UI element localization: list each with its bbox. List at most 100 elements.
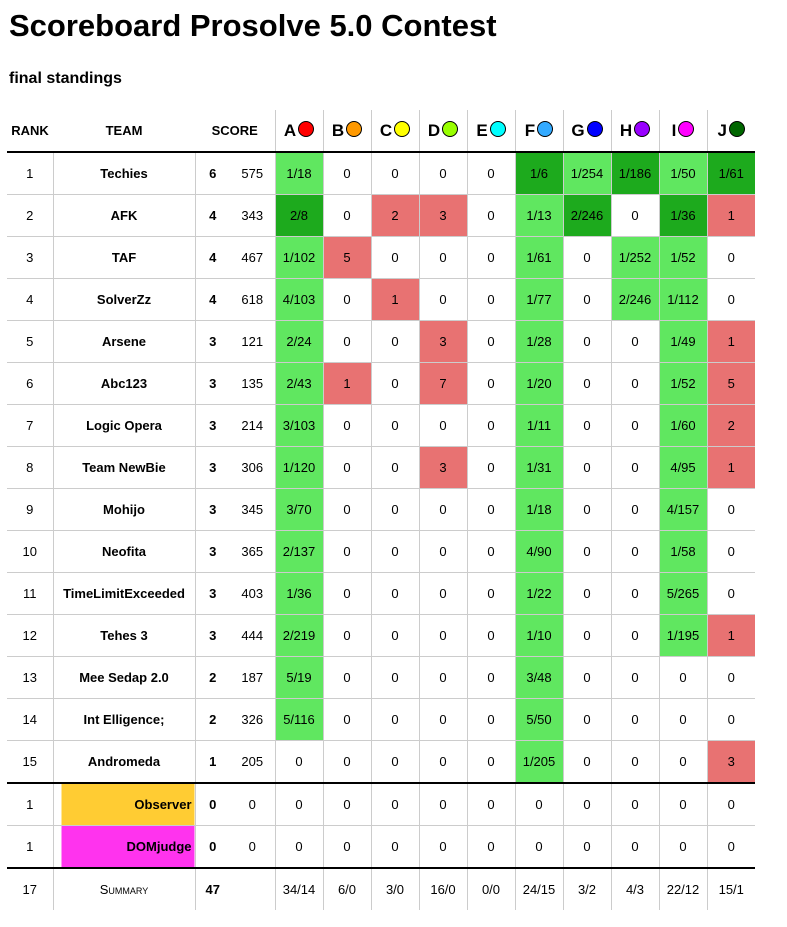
team-name[interactable]: TAF	[52, 236, 195, 279]
problem-cell[interactable]: 0	[514, 783, 563, 826]
problem-cell[interactable]: 0	[610, 404, 659, 447]
problem-cell[interactable]: 1/18	[274, 152, 323, 195]
problem-cell[interactable]: 1/61	[514, 236, 563, 279]
problem-cell[interactable]: 0	[418, 783, 467, 826]
problem-cell[interactable]: 0	[562, 656, 611, 699]
problem-cell[interactable]: 1/60	[658, 404, 707, 447]
team-name[interactable]: Int Elligence;	[52, 698, 195, 741]
table-row[interactable]: 1 Techies 6 575 1/18 0 0 0 0 1/6 1/254 1/186 1/50 1/6…	[7, 152, 755, 195]
problem-header-g[interactable]: G	[562, 110, 611, 153]
table-row[interactable]: 2 AFK 4 343 2/8 0 2 3 0 1/13 2/246 0 1/36 1	[7, 194, 755, 237]
problem-cell[interactable]: 0	[466, 152, 515, 195]
problem-cell[interactable]: 2/219	[274, 614, 323, 657]
problem-cell[interactable]: 0	[370, 488, 419, 531]
problem-header-i[interactable]: I	[658, 110, 707, 153]
problem-cell[interactable]: 0	[706, 488, 755, 531]
problem-cell[interactable]: 2	[370, 194, 419, 237]
problem-cell[interactable]: 1/13	[514, 194, 563, 237]
problem-cell[interactable]: 0	[418, 825, 467, 869]
problem-cell[interactable]: 1/10	[514, 614, 563, 657]
problem-header-e[interactable]: E	[466, 110, 515, 153]
problem-cell[interactable]: 0	[370, 362, 419, 405]
problem-cell[interactable]: 1/52	[658, 362, 707, 405]
problem-cell[interactable]: 0	[370, 572, 419, 615]
problem-cell[interactable]: 1/195	[658, 614, 707, 657]
problem-cell[interactable]: 0	[370, 656, 419, 699]
problem-cell[interactable]: 0	[418, 740, 467, 784]
problem-cell[interactable]: 0	[466, 194, 515, 237]
problem-cell[interactable]: 0	[562, 236, 611, 279]
problem-cell[interactable]: 0	[466, 404, 515, 447]
problem-cell[interactable]: 0	[610, 320, 659, 363]
problem-cell[interactable]: 0	[322, 194, 371, 237]
problem-cell[interactable]: 0	[274, 825, 323, 869]
problem-cell[interactable]: 0	[562, 783, 611, 826]
table-row[interactable]: 4 SolverZz 4 618 4/103 0 1 0 0 1/77 0 2/246 1/112 0	[7, 278, 755, 321]
problem-cell[interactable]: 0	[370, 320, 419, 363]
problem-cell[interactable]: 0	[466, 362, 515, 405]
problem-cell[interactable]: 0	[466, 740, 515, 784]
problem-header-d[interactable]: D	[418, 110, 467, 153]
table-row[interactable]: 10 Neofita 3 365 2/137 0 0 0 0 4/90 0 0 1/58 0	[7, 530, 755, 573]
problem-cell[interactable]: 1	[706, 614, 755, 657]
problem-cell[interactable]: 0	[562, 698, 611, 741]
table-row[interactable]: 9 Mohijo 3 345 3/70 0 0 0 0 1/18 0 0 4/157 0	[7, 488, 755, 531]
problem-cell[interactable]: 0	[418, 656, 467, 699]
problem-cell[interactable]: 0	[370, 404, 419, 447]
problem-cell[interactable]: 1/186	[610, 152, 659, 195]
problem-cell[interactable]: 0	[610, 488, 659, 531]
problem-cell[interactable]: 0	[370, 152, 419, 195]
problem-cell[interactable]: 0	[370, 236, 419, 279]
team-name[interactable]: Neofita	[52, 530, 195, 573]
problem-cell[interactable]: 0	[706, 656, 755, 699]
problem-cell[interactable]: 0	[610, 530, 659, 573]
problem-cell[interactable]: 1/252	[610, 236, 659, 279]
problem-cell[interactable]: 1/50	[658, 152, 707, 195]
team-name[interactable]: Techies	[52, 152, 195, 195]
team-name[interactable]: Tehes 3	[52, 614, 195, 657]
problem-cell[interactable]: 0	[466, 572, 515, 615]
problem-cell[interactable]: 0	[466, 488, 515, 531]
team-name[interactable]: SolverZz	[52, 278, 195, 321]
table-row[interactable]: 1 Observer 0 0 0 0 0 0 0 0 0 0 0 0	[7, 783, 755, 826]
table-row[interactable]: 11 TimeLimitExceeded 3 403 1/36 0 0 0 0 1/22 0 0 5/2…	[7, 572, 755, 615]
problem-header-c[interactable]: C	[370, 110, 419, 153]
table-row[interactable]: 12 Tehes 3 3 444 2/219 0 0 0 0 1/10 0 0 1/195 1	[7, 614, 755, 657]
problem-cell[interactable]: 3	[706, 740, 755, 784]
problem-cell[interactable]: 0	[562, 488, 611, 531]
problem-cell[interactable]: 1	[370, 278, 419, 321]
problem-cell[interactable]: 5	[706, 362, 755, 405]
problem-cell[interactable]: 1/18	[514, 488, 563, 531]
problem-cell[interactable]: 1/58	[658, 530, 707, 573]
problem-cell[interactable]: 0	[466, 614, 515, 657]
problem-cell[interactable]: 0	[562, 320, 611, 363]
problem-cell[interactable]: 1	[706, 194, 755, 237]
problem-cell[interactable]: 1/6	[514, 152, 563, 195]
problem-cell[interactable]: 0	[322, 488, 371, 531]
table-row[interactable]: 1 DOMjudge 0 0 0 0 0 0 0 0 0 0 0 0	[7, 825, 755, 869]
problem-cell[interactable]: 3	[418, 194, 467, 237]
problem-cell[interactable]: 0	[706, 572, 755, 615]
table-row[interactable]: 14 Int Elligence; 2 326 5/116 0 0 0 0 5/50 0 0 0 0	[7, 698, 755, 741]
problem-cell[interactable]: 2/137	[274, 530, 323, 573]
problem-cell[interactable]: 0	[706, 825, 755, 869]
table-row[interactable]: 15 Andromeda 1 205 0 0 0 0 0 1/205 0 0 0 3	[7, 740, 755, 784]
problem-cell[interactable]: 0	[610, 825, 659, 869]
problem-cell[interactable]: 0	[322, 320, 371, 363]
problem-cell[interactable]: 5/50	[514, 698, 563, 741]
problem-cell[interactable]: 1/205	[514, 740, 563, 784]
problem-cell[interactable]: 0	[322, 278, 371, 321]
problem-cell[interactable]: 0	[466, 783, 515, 826]
team-name[interactable]: TimeLimitExceeded	[52, 572, 195, 615]
problem-cell[interactable]: 1/20	[514, 362, 563, 405]
problem-cell[interactable]: 1/102	[274, 236, 323, 279]
problem-cell[interactable]: 0	[562, 825, 611, 869]
table-row[interactable]: 7 Logic Opera 3 214 3/103 0 0 0 0 1/11 0 0 1/60 2	[7, 404, 755, 447]
problem-cell[interactable]: 0	[418, 614, 467, 657]
problem-cell[interactable]: 0	[706, 236, 755, 279]
problem-cell[interactable]: 0	[610, 194, 659, 237]
problem-cell[interactable]: 0	[658, 656, 707, 699]
problem-header-h[interactable]: H	[610, 110, 659, 153]
problem-cell[interactable]: 0	[610, 783, 659, 826]
problem-cell[interactable]: 1/61	[706, 152, 755, 195]
